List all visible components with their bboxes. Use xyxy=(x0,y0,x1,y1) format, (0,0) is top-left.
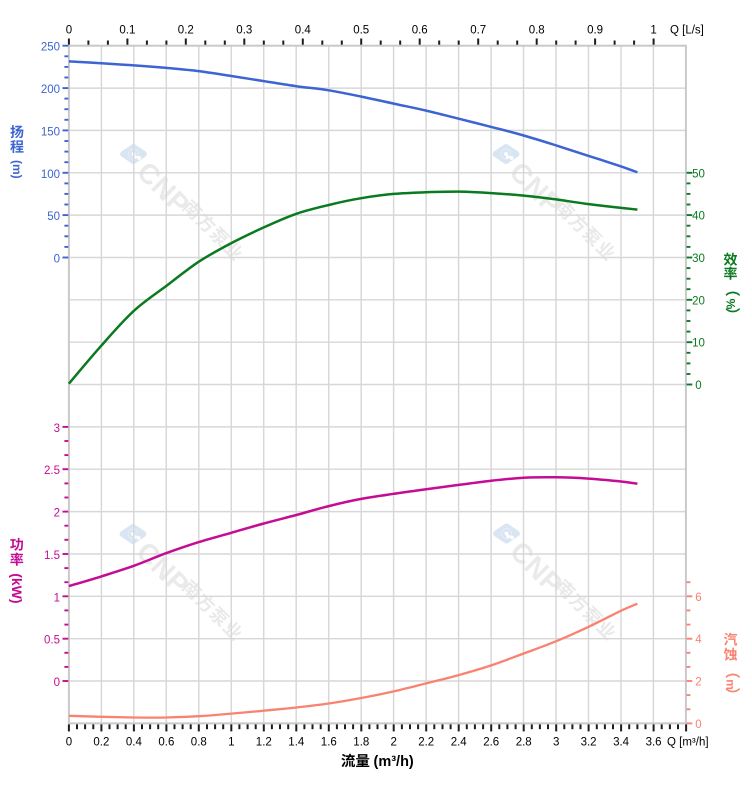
svg-text:m: m xyxy=(724,679,738,690)
svg-text:2.4: 2.4 xyxy=(451,737,468,749)
svg-text:0.1: 0.1 xyxy=(119,25,135,37)
svg-text:2.2: 2.2 xyxy=(418,737,434,749)
svg-text:0.8: 0.8 xyxy=(529,25,545,37)
svg-text:200: 200 xyxy=(41,84,60,96)
svg-text:(kW): (kW) xyxy=(9,573,25,603)
svg-text:1.8: 1.8 xyxy=(353,737,369,749)
svg-text:0.2: 0.2 xyxy=(178,25,194,37)
svg-text:3.2: 3.2 xyxy=(581,737,597,749)
svg-text:2: 2 xyxy=(390,737,396,749)
svg-text:(m): (m) xyxy=(10,160,24,179)
svg-text:0.5: 0.5 xyxy=(44,635,60,647)
svg-text:1: 1 xyxy=(650,25,656,37)
svg-text:0.4: 0.4 xyxy=(295,25,312,37)
svg-text:1.5: 1.5 xyxy=(44,550,60,562)
svg-text:50: 50 xyxy=(47,211,60,223)
svg-text:2: 2 xyxy=(54,508,60,520)
svg-text:0.8: 0.8 xyxy=(191,737,207,749)
svg-text:2: 2 xyxy=(695,677,701,689)
svg-text:1.6: 1.6 xyxy=(321,737,337,749)
svg-text:40: 40 xyxy=(692,211,705,223)
svg-text:6: 6 xyxy=(695,592,701,604)
svg-text:(m³/h): (m³/h) xyxy=(374,754,414,770)
svg-text:1.2: 1.2 xyxy=(256,737,272,749)
svg-text:0: 0 xyxy=(54,254,60,266)
svg-text:0.3: 0.3 xyxy=(236,25,252,37)
svg-text:0.7: 0.7 xyxy=(470,25,486,37)
svg-text:2.5: 2.5 xyxy=(44,465,60,477)
svg-text:3: 3 xyxy=(553,737,559,749)
svg-text:0.5: 0.5 xyxy=(353,25,369,37)
svg-text:0.6: 0.6 xyxy=(412,25,428,37)
svg-text:3: 3 xyxy=(54,423,60,435)
svg-text:%: % xyxy=(724,299,738,310)
svg-text:0: 0 xyxy=(695,380,701,392)
svg-text:3.4: 3.4 xyxy=(613,737,630,749)
svg-text:0.4: 0.4 xyxy=(126,737,143,749)
svg-text:100: 100 xyxy=(41,169,60,181)
svg-text:3.6: 3.6 xyxy=(646,737,662,749)
svg-text:2.6: 2.6 xyxy=(483,737,499,749)
svg-text:Q [L/s]: Q [L/s] xyxy=(670,25,704,37)
svg-text:1: 1 xyxy=(228,737,234,749)
svg-text:0: 0 xyxy=(695,719,701,731)
svg-text:1: 1 xyxy=(54,592,60,604)
svg-text:4: 4 xyxy=(695,634,702,646)
svg-text:150: 150 xyxy=(41,126,60,138)
svg-text:10: 10 xyxy=(692,338,705,350)
svg-text:2.8: 2.8 xyxy=(516,737,532,749)
svg-text:0.2: 0.2 xyxy=(93,737,109,749)
svg-text:50: 50 xyxy=(692,168,705,180)
svg-text:0: 0 xyxy=(54,677,60,689)
svg-text:250: 250 xyxy=(41,42,60,54)
svg-text:0: 0 xyxy=(66,25,72,37)
svg-text:30: 30 xyxy=(692,253,705,265)
svg-text:1.4: 1.4 xyxy=(288,737,305,749)
svg-text:Q [m³/h]: Q [m³/h] xyxy=(667,737,709,749)
svg-text:0.9: 0.9 xyxy=(587,25,603,37)
svg-text:20: 20 xyxy=(692,295,705,307)
svg-text:0.6: 0.6 xyxy=(158,737,174,749)
svg-text:0: 0 xyxy=(66,737,72,749)
